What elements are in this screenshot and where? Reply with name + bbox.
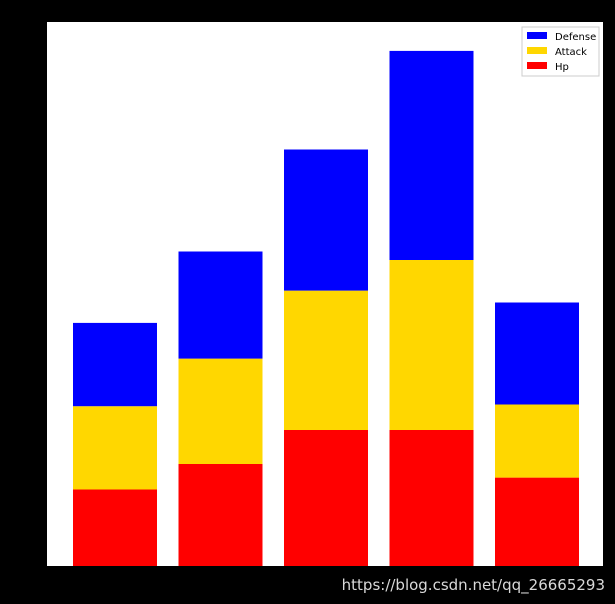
legend-swatch-attack — [527, 47, 547, 54]
bar-attack-4 — [389, 260, 474, 430]
bar-defense-4 — [389, 50, 474, 261]
legend-label-attack: Attack — [555, 47, 587, 58]
bar-attack-5 — [495, 404, 579, 478]
legend-swatch-hp — [527, 62, 547, 69]
bar-defense-3 — [284, 149, 368, 291]
bar-attack-2 — [178, 358, 263, 464]
legend: Defense Attack Hp — [521, 26, 600, 77]
bar-hp-1 — [73, 489, 157, 566]
bar-hp-5 — [495, 477, 579, 566]
legend-swatch-defense — [527, 32, 547, 39]
legend-label-defense: Defense — [555, 32, 596, 43]
bar-hp-4 — [389, 430, 474, 566]
bar-defense-5 — [495, 302, 579, 405]
bar-defense-1 — [73, 322, 157, 407]
bar-hp-2 — [178, 464, 263, 566]
bar-attack-1 — [73, 406, 157, 490]
bar-attack-3 — [284, 290, 368, 430]
watermark-text: https://blog.csdn.net/qq_26665293 — [341, 576, 605, 594]
bars-group — [73, 50, 579, 566]
bar-defense-2 — [178, 251, 263, 359]
bar-hp-3 — [284, 430, 368, 566]
legend-label-hp: Hp — [555, 62, 569, 73]
